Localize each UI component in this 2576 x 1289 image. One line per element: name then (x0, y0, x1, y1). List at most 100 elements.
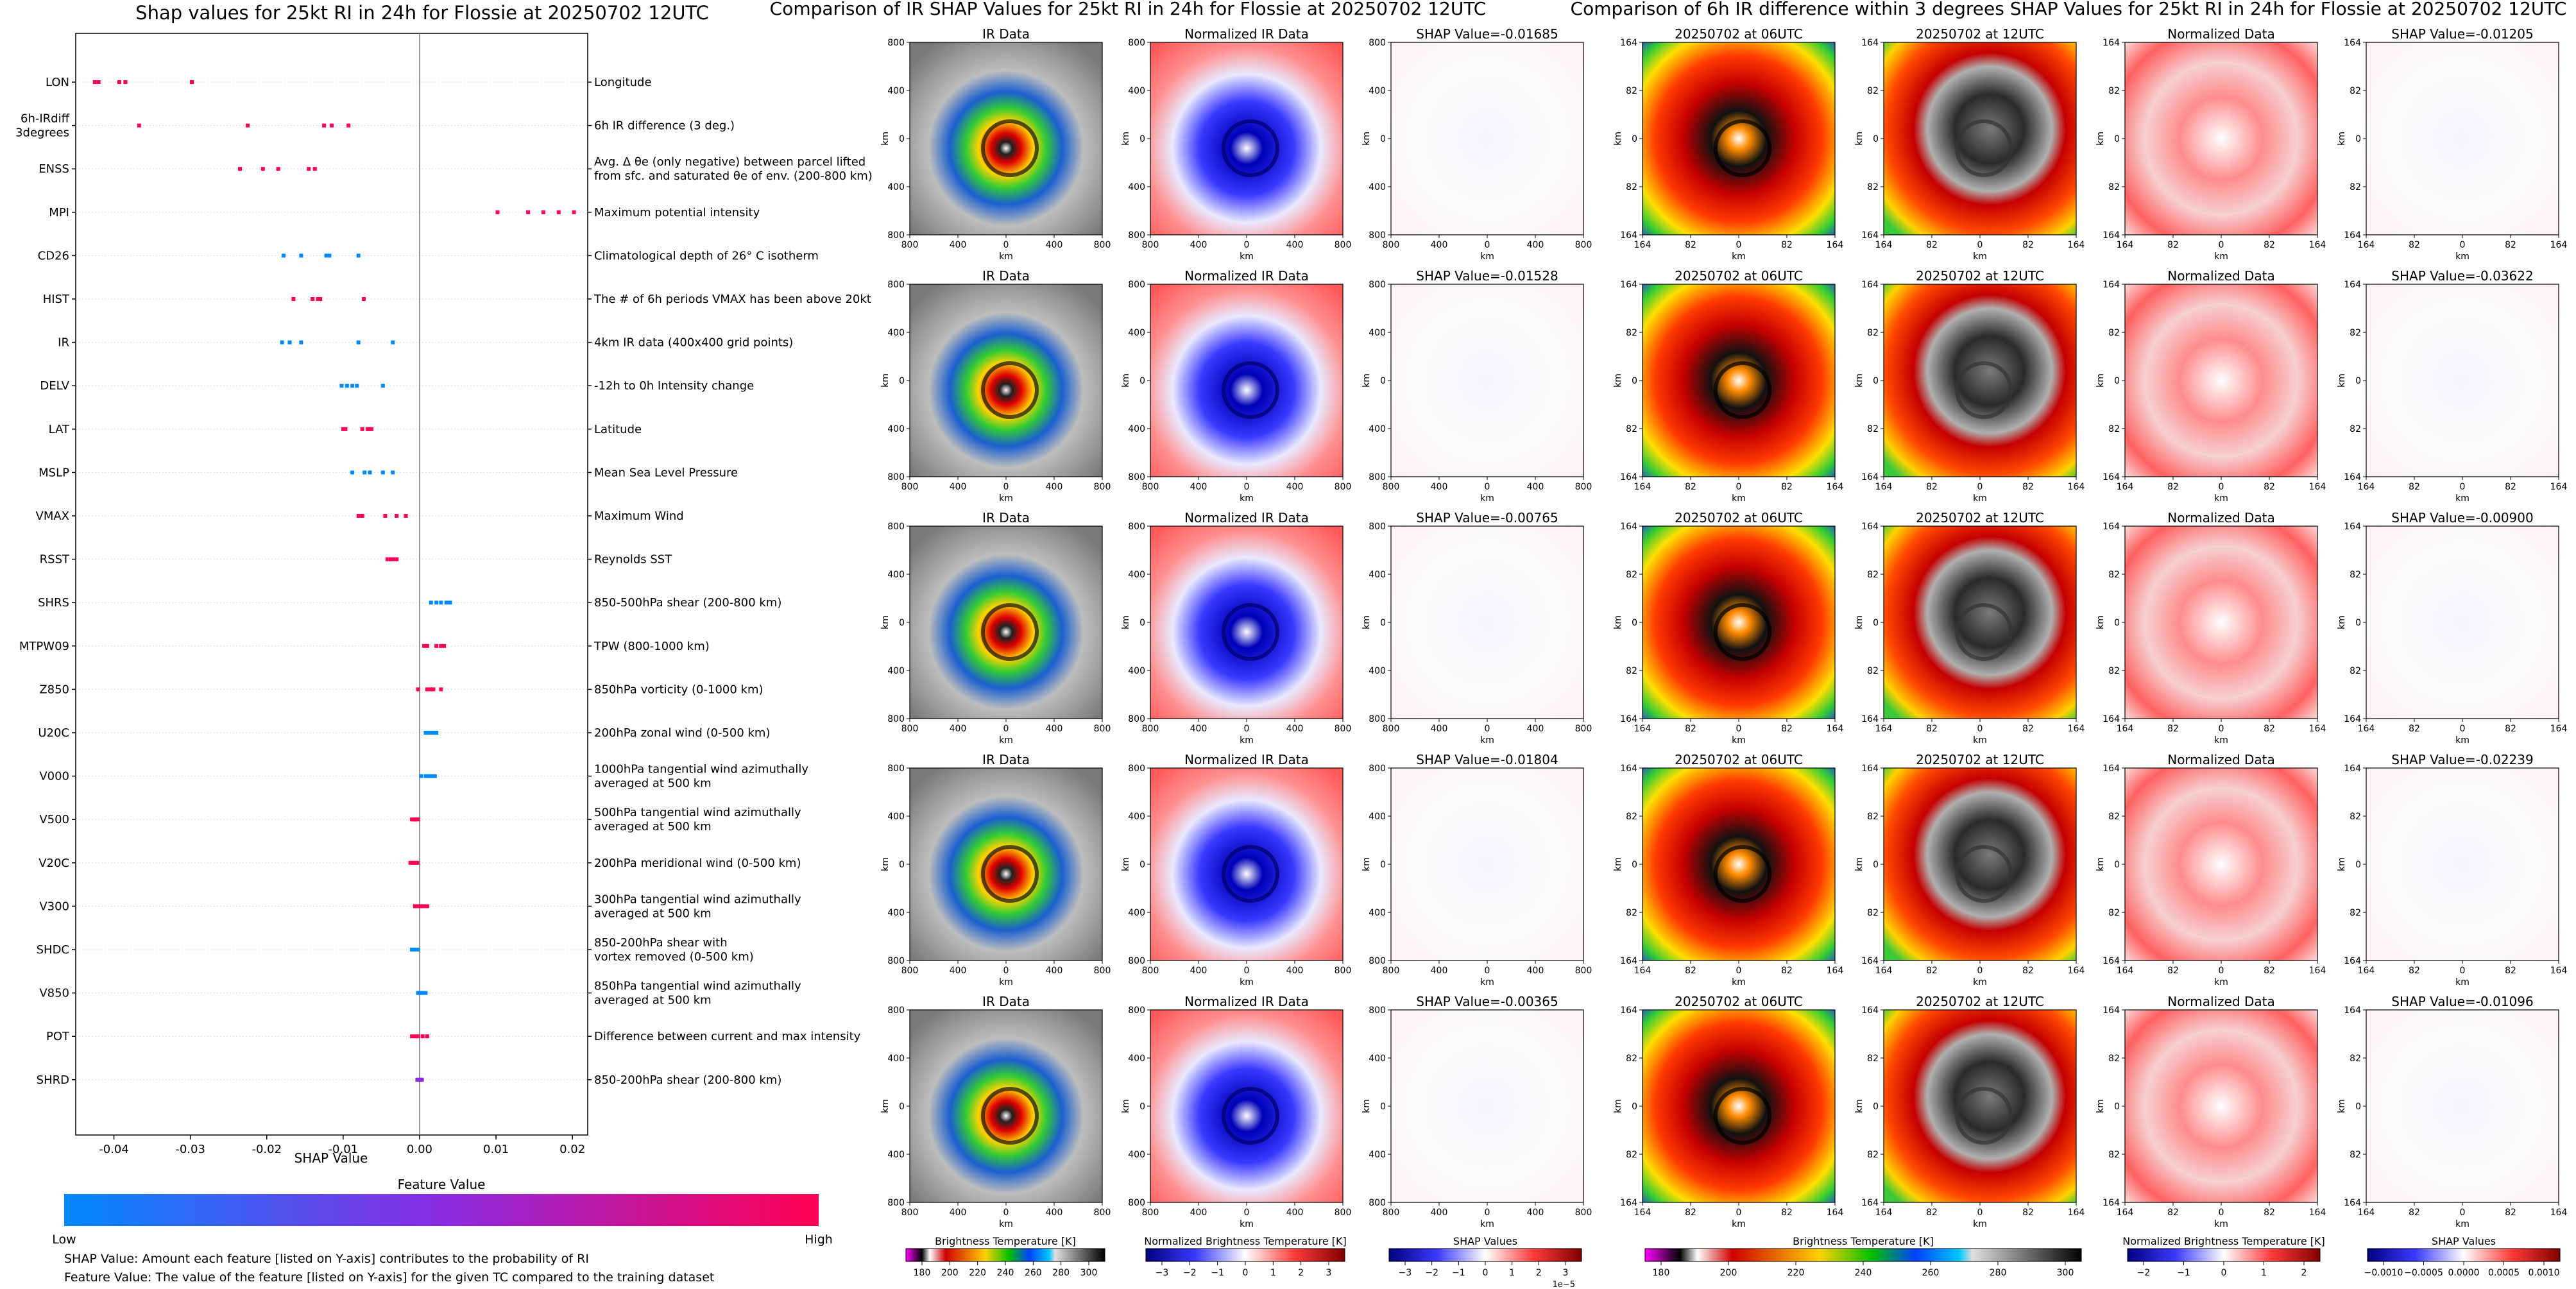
x-tick-label: 400 (950, 482, 967, 492)
y-tick-label: 82 (2350, 86, 2361, 96)
y-tick-label: 164 (1620, 956, 1637, 966)
storm-eye-ring (1714, 603, 1771, 661)
x-tick-label: 164 (1875, 482, 1893, 492)
y-tick-label: 0 (2114, 134, 2120, 144)
x-tick-label: 0 (1003, 966, 1009, 976)
shap-point (419, 774, 423, 778)
x-tick-label: 82 (2022, 1208, 2034, 1218)
y-tick-label: 82 (1626, 1054, 1637, 1064)
x-tick-label: 82 (2409, 1208, 2420, 1218)
y-tick-label: 164 (1861, 38, 1879, 48)
x-axis-label: km (2214, 252, 2228, 262)
x-tick-label: 82 (1926, 966, 1938, 976)
y-tick-label: 164 (2344, 472, 2361, 482)
y-tick-label: 82 (1867, 908, 1879, 918)
feature-description: Maximum Wind (594, 509, 684, 523)
feature-value-colorbar-low: Low (52, 1233, 76, 1247)
x-tick-label: 82 (1926, 482, 1938, 492)
y-tick-label: 800 (1369, 956, 1386, 966)
colorbar-tick-label: 300 (2057, 1268, 2074, 1278)
y-tick-label: 82 (1626, 1150, 1637, 1160)
y-tick-label: 800 (887, 38, 905, 48)
subplot-image (1883, 1009, 2077, 1203)
x-tick-label: 400 (1431, 482, 1448, 492)
x-tick-label: 800 (1575, 1208, 1592, 1218)
shap-point (245, 123, 250, 128)
y-tick-label: 800 (887, 280, 905, 290)
shap-point (123, 80, 128, 84)
ir-shap-comparison: Comparison of IR SHAP Values for 25kt RI… (770, 0, 1592, 1289)
y-tick-label: 800 (887, 522, 905, 532)
shap-point (442, 644, 447, 648)
subplot-title: 20250702 at 06UTC (1675, 268, 1803, 284)
y-axis-label: km (1361, 373, 1372, 388)
y-tick-label: 82 (2350, 182, 2361, 192)
y-tick-label: 400 (887, 182, 905, 192)
x-tick-label: 800 (1575, 240, 1592, 250)
x-tick-label: 164 (2309, 240, 2326, 250)
subplot-title: Normalized Data (2167, 268, 2275, 284)
subplot-title: SHAP Value=-0.01096 (2391, 994, 2533, 1009)
y-tick-label: 0 (2114, 860, 2120, 870)
x-tick-label: 164 (1875, 1208, 1893, 1218)
x-tick-label: 82 (2167, 482, 2179, 492)
x-axis-label: km (1240, 977, 1254, 987)
subplot-image (1642, 42, 1836, 235)
y-tick-label: 164 (2344, 522, 2361, 532)
x-axis-label: km (1732, 977, 1746, 987)
x-tick-label: 0 (1003, 482, 1009, 492)
x-tick-label: 0 (1003, 1208, 1009, 1218)
shap-point (137, 123, 141, 128)
feature-description: Reynolds SST (594, 553, 672, 567)
shap-point (425, 1034, 429, 1039)
y-tick-label: 800 (1128, 38, 1145, 48)
subplot-title: SHAP Value=-0.01804 (1416, 752, 1558, 767)
subplot-title: 20250702 at 12UTC (1916, 510, 2044, 525)
x-tick-label: 82 (2409, 966, 2420, 976)
y-tick-label: 82 (1626, 328, 1637, 338)
colorbar-offset: 1e−5 (1553, 1280, 1575, 1289)
shap-point (434, 601, 439, 605)
feature-description: -12h to 0h Intensity change (594, 379, 754, 393)
x-tick-label: 0.01 (483, 1143, 509, 1156)
y-tick-label: 400 (1369, 182, 1386, 192)
shap-point (444, 601, 448, 605)
y-tick-label: 0 (899, 134, 905, 144)
y-tick-label: 82 (2350, 570, 2361, 580)
colorbar-tick-label: 240 (997, 1268, 1014, 1278)
shap-point (355, 384, 359, 388)
feature-description: 1000hPa tangential wind azimuthally avera… (594, 763, 808, 790)
y-tick-label: 0 (1380, 376, 1386, 386)
y-tick-label: 400 (1369, 424, 1386, 434)
shap-point (432, 774, 437, 778)
x-tick-label: 400 (1527, 482, 1544, 492)
x-tick-label: 164 (2068, 240, 2085, 250)
subplot-image (1150, 284, 1343, 477)
colorbar-tick-label: −2 (1183, 1268, 1197, 1278)
x-axis-label: km (1732, 1219, 1746, 1229)
x-tick-label: 400 (950, 724, 967, 734)
y-tick-label: 82 (2350, 1150, 2361, 1160)
y-axis-label: km (1361, 857, 1372, 871)
y-axis-label: km (1121, 1099, 1131, 1113)
x-tick-label: 800 (1142, 724, 1159, 734)
shap-point (343, 427, 348, 431)
y-axis-label: km (2337, 1099, 2347, 1113)
y-axis-label: km (1613, 373, 1623, 388)
subplot-image (2124, 525, 2318, 719)
x-tick-label: 0 (1736, 240, 1742, 250)
x-tick-label: 800 (1383, 240, 1400, 250)
x-tick-label: 82 (2505, 966, 2516, 976)
x-tick-label: 0 (1485, 1208, 1490, 1218)
x-axis-label: km (1480, 735, 1494, 746)
y-tick-label: 164 (1861, 230, 1879, 241)
subplot-image (909, 42, 1103, 235)
x-tick-label: 82 (2167, 240, 2179, 250)
shap-point (385, 557, 389, 561)
colorbar-label: Brightness Temperature [K] (935, 1235, 1076, 1247)
shap-summary-title: Shap values for 25kt RI in 24h for Floss… (135, 2, 709, 24)
subplot-title: IR Data (982, 26, 1030, 42)
y-tick-label: 0 (1380, 1102, 1386, 1112)
x-tick-label: 164 (2358, 240, 2375, 250)
storm-eye-ring (1955, 361, 2013, 419)
